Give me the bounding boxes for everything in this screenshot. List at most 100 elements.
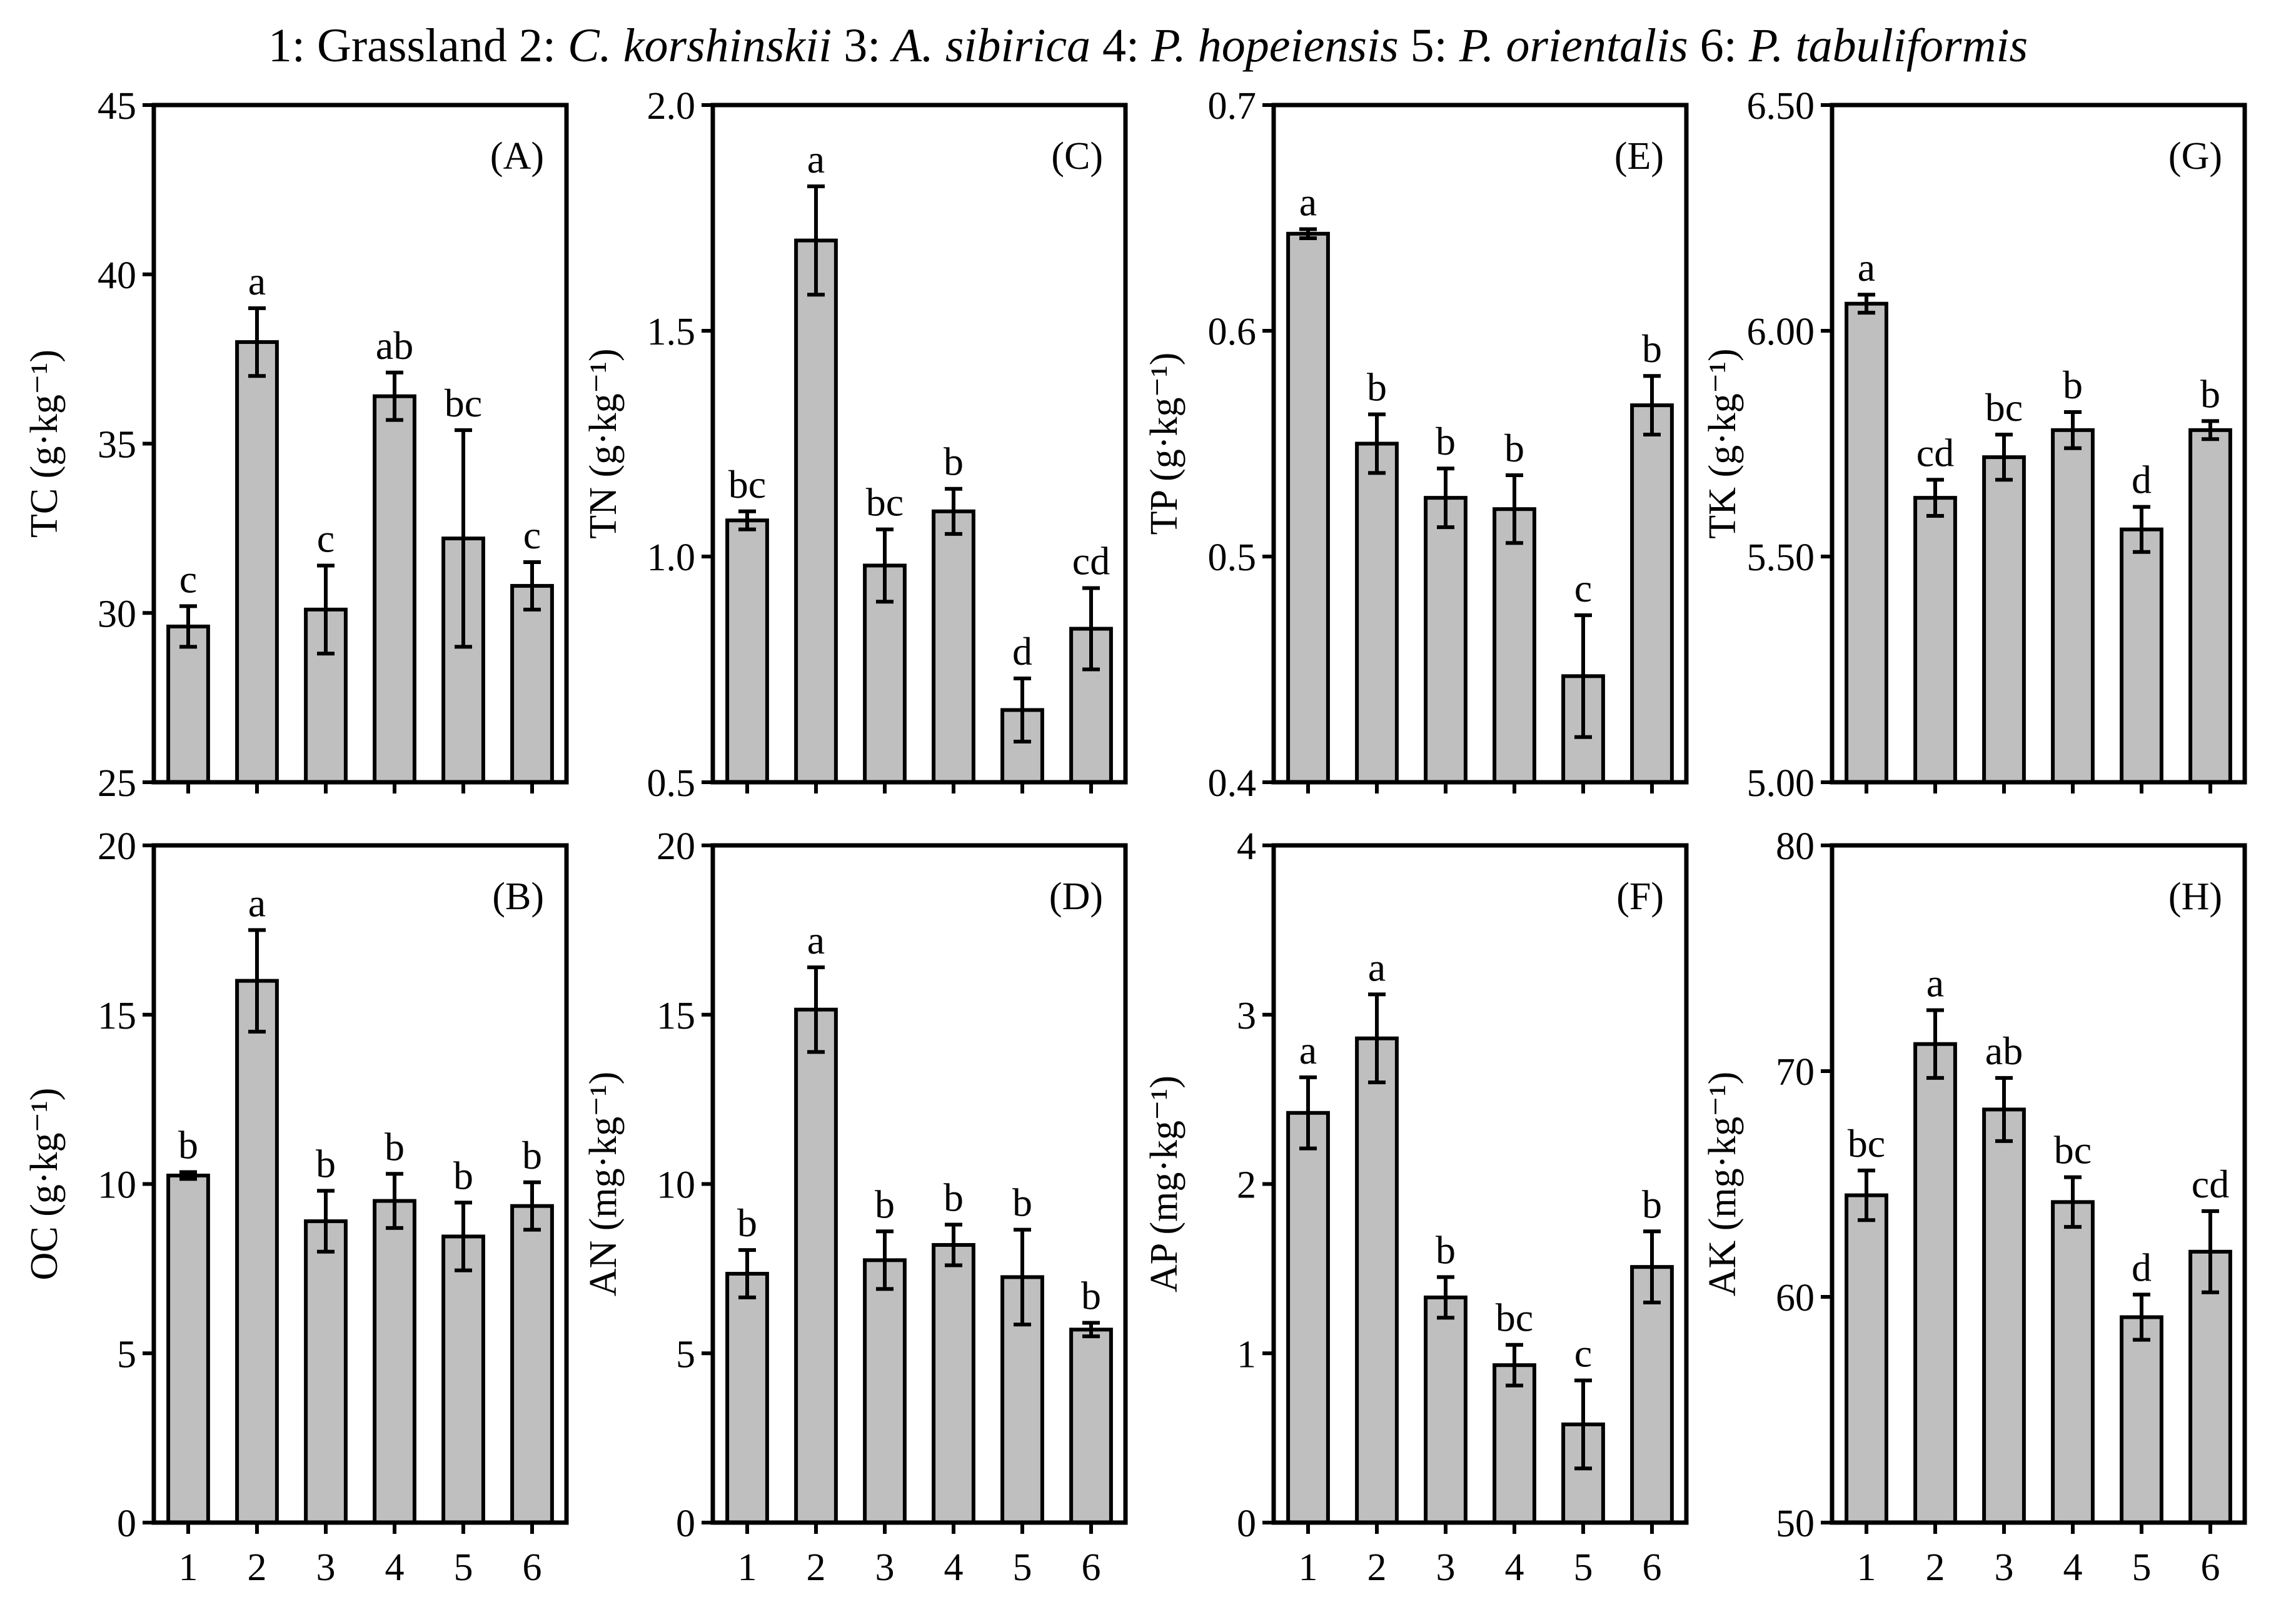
significance-letter: a	[807, 137, 825, 181]
legend-name-3: A. sibirica	[889, 19, 1090, 72]
bar	[1913, 1042, 1957, 1525]
significance-letter: bc	[866, 480, 904, 525]
significance-letter: a	[248, 880, 266, 925]
bar	[2120, 527, 2163, 784]
significance-letter: cd	[2192, 1162, 2229, 1206]
y-tick-label: 60	[1776, 1277, 1815, 1319]
bar	[235, 979, 279, 1524]
bar	[794, 238, 838, 785]
significance-letter: b	[316, 1141, 336, 1186]
panel-label: (A)	[490, 135, 544, 178]
significance-letter: b	[1504, 426, 1524, 470]
significance-letter: c	[179, 557, 197, 601]
panel-label: (E)	[1614, 135, 1664, 178]
y-tick-label: 15	[98, 995, 136, 1037]
y-axis-title: TN (g·kg⁻¹)	[582, 348, 625, 538]
y-tick-label: 70	[1776, 1051, 1815, 1094]
legend-number-3: 3:	[832, 19, 892, 72]
y-tick-label: 0.6	[1208, 311, 1257, 353]
bar	[725, 1271, 769, 1525]
significance-letter: b	[944, 440, 964, 484]
significance-letter: b	[385, 1124, 405, 1169]
x-tick-label: 5	[1013, 1546, 1032, 1589]
y-tick-label: 5	[117, 1333, 136, 1376]
bar	[2188, 1249, 2232, 1525]
bar	[1355, 441, 1399, 784]
y-axis-title: AK (mg·kg⁻¹)	[1701, 1072, 1744, 1297]
bar	[2051, 428, 2095, 784]
significance-letter: b	[1367, 365, 1387, 410]
significance-letter: c	[317, 516, 335, 560]
bar	[2051, 1200, 2095, 1524]
panel-label: (F)	[1616, 875, 1664, 918]
bar	[2120, 1315, 2163, 1524]
y-tick-label: 2.0	[647, 85, 696, 128]
bar	[1424, 496, 1468, 784]
bar	[166, 1173, 210, 1524]
bar	[166, 624, 210, 784]
y-axis-title: TK (g·kg⁻¹)	[1701, 348, 1744, 538]
bar	[1286, 231, 1330, 784]
x-tick-label: 4	[1505, 1546, 1524, 1589]
panel-label: (B)	[492, 875, 544, 918]
plot-frame	[151, 103, 569, 785]
significance-letter: ab	[376, 323, 413, 368]
plot-frame	[1830, 843, 2247, 1525]
significance-letter: d	[2132, 1245, 2152, 1289]
x-tick-label: 1	[1299, 1546, 1318, 1589]
x-tick-label: 3	[875, 1546, 895, 1589]
panel-d: 0 5 10 15 20 b 1 a 2 b 3 b 4 b 5 b 6 (D) AN (mg·kg⁻¹)	[582, 825, 1128, 1589]
bar	[304, 1219, 348, 1524]
x-tick-label: 4	[944, 1546, 964, 1589]
significance-letter: bc	[445, 381, 482, 425]
y-tick-label: 80	[1776, 825, 1815, 868]
significance-letter: a	[1926, 961, 1944, 1005]
plot-frame	[1271, 103, 1689, 785]
panel-b: 0 5 10 15 20 b 1 a 2 b 3 b 4 b 5 b 6 (B) OC (g·kg⁻¹)	[23, 825, 569, 1589]
significance-letter: a	[1299, 1028, 1317, 1072]
bar	[510, 1204, 554, 1524]
x-tick-label: 2	[807, 1546, 826, 1589]
bar	[725, 518, 769, 784]
plot-frame	[710, 103, 1128, 785]
bar	[510, 583, 554, 784]
x-tick-label: 1	[179, 1546, 198, 1589]
y-tick-label: 50	[1776, 1503, 1815, 1545]
y-tick-label: 5	[676, 1333, 695, 1376]
y-tick-label: 6.00	[1747, 311, 1815, 353]
legend-number-6: 6:	[1688, 19, 1749, 72]
y-tick-label: 0.4	[1208, 762, 1257, 805]
bar	[794, 1007, 838, 1524]
bar	[235, 340, 279, 784]
significance-letter: b	[453, 1153, 473, 1197]
bar	[1982, 1107, 2026, 1524]
y-axis-title: AP (mg·kg⁻¹)	[1143, 1076, 1186, 1292]
x-tick-label: 6	[1643, 1546, 1662, 1589]
bar	[1493, 1363, 1536, 1524]
bar	[932, 1242, 975, 1524]
x-tick-label: 2	[1926, 1546, 1945, 1589]
y-axis-title: TC (g·kg⁻¹)	[23, 350, 66, 538]
bar	[304, 607, 348, 785]
y-tick-label: 3	[1237, 995, 1256, 1037]
y-tick-label: 5.50	[1747, 537, 1815, 579]
significance-letter: b	[875, 1182, 895, 1226]
significance-letter: c	[1574, 566, 1592, 610]
y-tick-label: 1.0	[647, 537, 696, 579]
x-tick-label: 6	[1082, 1546, 1101, 1589]
legend-name-4: P. hopeiensis	[1151, 19, 1398, 72]
y-tick-label: 6.50	[1747, 85, 1815, 128]
panel-h: 50 60 70 80 bc 1 a 2 ab 3 bc 4 d 5 cd 6 (H) AK (mg·kg⁻¹)	[1701, 825, 2247, 1589]
y-axis-title: OC (g·kg⁻¹)	[23, 1088, 66, 1281]
y-tick-label: 0	[676, 1503, 695, 1545]
x-tick-label: 5	[454, 1546, 473, 1589]
significance-letter: b	[1642, 1182, 1662, 1226]
legend-number-2: 2:	[507, 19, 568, 72]
x-tick-label: 5	[1574, 1546, 1593, 1589]
bar	[1630, 403, 1674, 784]
significance-letter: cd	[1916, 430, 1954, 475]
